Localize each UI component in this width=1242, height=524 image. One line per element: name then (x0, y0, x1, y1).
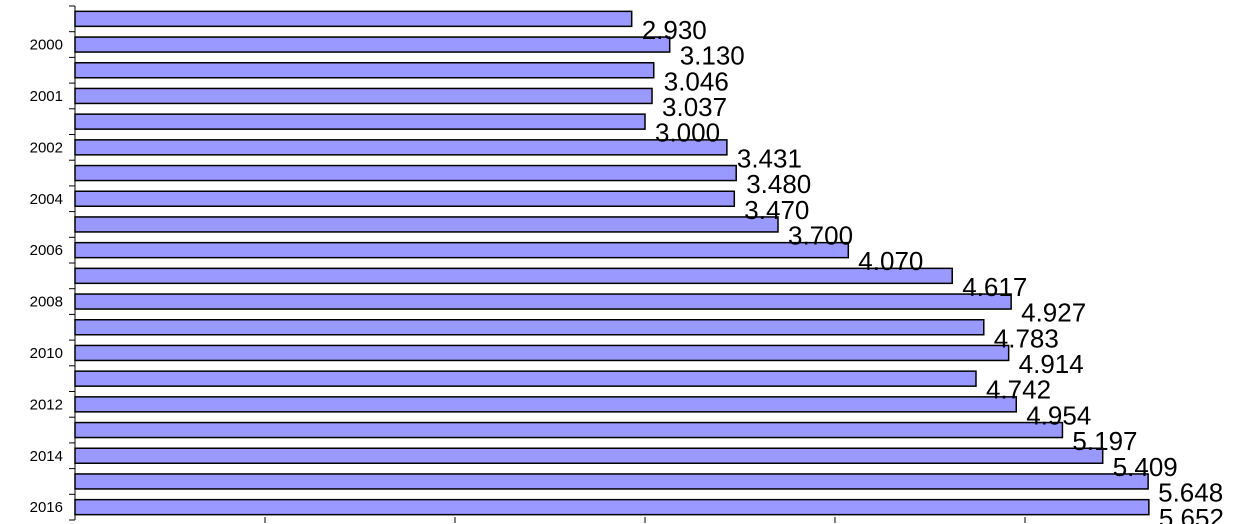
bar-value-label: 4.617 (962, 272, 1027, 302)
bar-value-label: 3.130 (680, 41, 745, 71)
bar-value-label: 5.652 (1159, 503, 1224, 524)
bar (74, 139, 728, 156)
y-tick-label: 2001 (30, 88, 63, 105)
y-tick-label: 2004 (30, 191, 63, 208)
bar-value-label: 4.914 (1019, 349, 1084, 379)
bar (74, 241, 850, 259)
bar-value-label: 4.070 (858, 246, 923, 276)
bar (74, 10, 633, 28)
bar (74, 344, 1010, 362)
bar-value-label: 4.954 (1026, 400, 1091, 430)
bar (74, 498, 1150, 516)
bar-value-label: 3.046 (664, 66, 729, 96)
y-tick-label: 2016 (30, 499, 63, 516)
bar-value-label: 3.470 (744, 195, 809, 225)
bar (74, 190, 736, 207)
bar (74, 216, 779, 233)
bar-value-label: 3.000 (655, 118, 720, 148)
bar (74, 473, 1149, 490)
bar-value-label: 4.742 (986, 375, 1051, 405)
y-tick-label: 2010 (30, 345, 63, 362)
bar-value-label: 3.431 (737, 143, 802, 173)
bar (74, 370, 977, 387)
bar-value-label: 3.480 (746, 169, 811, 199)
bar-value-label: 5.648 (1158, 477, 1223, 507)
bar-value-label: 3.700 (788, 220, 853, 250)
bar-value-label: 3.037 (662, 92, 727, 122)
bar (74, 113, 646, 130)
bar (74, 421, 1064, 439)
bar (74, 87, 653, 105)
bar (74, 293, 1012, 310)
bar-value-label: 5.197 (1072, 426, 1137, 456)
bar (74, 447, 1104, 464)
bar-value-label: 2.930 (642, 15, 707, 45)
bar-value-label: 4.783 (994, 323, 1059, 353)
bar (74, 164, 737, 182)
y-tick-label: 2000 (30, 37, 63, 54)
y-tick-labels: 2000 2001 2002 2004 2006 2008 2010 2012 2014 2016 (30, 37, 63, 517)
bar (74, 319, 985, 336)
y-tick-label: 2006 (30, 242, 63, 259)
bar-value-label: 5.409 (1113, 452, 1178, 482)
y-tick-label: 2002 (30, 139, 63, 156)
y-tick-label: 2008 (30, 294, 63, 311)
bar (74, 396, 1018, 413)
bar (74, 62, 655, 79)
bar (74, 36, 671, 53)
bar-value-label: 4.927 (1021, 298, 1086, 328)
bar (74, 267, 953, 285)
y-tick-label: 2012 (30, 396, 63, 413)
chart-bars (74, 10, 1150, 516)
y-tick-label: 2014 (30, 448, 63, 465)
